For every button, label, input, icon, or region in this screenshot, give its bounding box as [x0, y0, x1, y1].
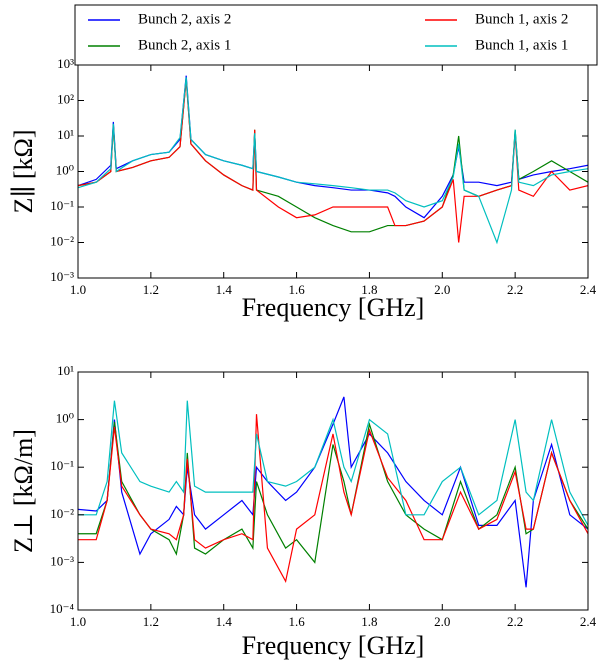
- series-line: [78, 414, 588, 584]
- y-tick-label: 10⁻⁴: [50, 601, 75, 616]
- series-line: [78, 400, 588, 526]
- legend-label: Bunch 2, axis 2: [138, 11, 231, 27]
- y-tick-label: 10³: [57, 56, 74, 71]
- x-tick-label: 2.0: [434, 614, 450, 629]
- y-tick-label: 10¹: [57, 363, 74, 378]
- y-tick-label: 10⁰: [56, 162, 74, 177]
- y-tick-label: 10⁻²: [50, 233, 74, 248]
- x-tick-label: 1.4: [216, 282, 233, 297]
- series-line: [78, 77, 588, 245]
- legend-box: [74, 4, 598, 66]
- plot-frame: [77, 371, 589, 611]
- series-line: [78, 79, 588, 243]
- y-axis-label: Z⊥ [kΩ/m]: [9, 429, 38, 553]
- x-axis-label: Frequency [GHz]: [242, 293, 425, 322]
- x-tick-label: 1.2: [143, 282, 159, 297]
- y-tick-label: 10⁻³: [50, 269, 74, 284]
- y-tick-label: 10¹: [57, 127, 74, 142]
- y-tick-label: 10⁻¹: [50, 458, 74, 473]
- x-tick-label: 1.0: [70, 282, 86, 297]
- x-axis-label: Frequency [GHz]: [242, 631, 425, 660]
- y-tick-label: 10⁻¹: [50, 198, 74, 213]
- x-tick-label: 1.0: [70, 614, 86, 629]
- legend-label: Bunch 2, axis 1: [138, 37, 231, 53]
- series-line: [78, 421, 588, 564]
- y-tick-label: 10⁰: [56, 411, 74, 426]
- plot-frame: [77, 64, 589, 279]
- x-tick-label: 2.4: [580, 282, 597, 297]
- x-tick-label: 2.4: [580, 614, 597, 629]
- series-line: [78, 396, 588, 588]
- y-tick-label: 10⁻²: [50, 506, 74, 521]
- x-tick-label: 1.2: [143, 614, 159, 629]
- y-tick-label: 10⁻³: [50, 553, 74, 568]
- y-axis-label: Z∥ [kΩ]: [9, 129, 38, 213]
- x-tick-label: 2.2: [507, 282, 523, 297]
- series-line: [78, 79, 588, 233]
- y-tick-label: 10²: [57, 91, 74, 106]
- legend-label: Bunch 1, axis 1: [475, 37, 568, 53]
- x-tick-label: 1.8: [361, 614, 377, 629]
- x-tick-label: 2.2: [507, 614, 523, 629]
- x-tick-label: 2.0: [434, 282, 450, 297]
- legend-label: Bunch 1, axis 2: [475, 11, 568, 27]
- x-tick-label: 1.8: [361, 282, 377, 297]
- series-line: [78, 75, 588, 219]
- x-tick-label: 1.6: [288, 282, 305, 297]
- x-tick-label: 1.6: [288, 614, 305, 629]
- x-tick-label: 1.4: [216, 614, 233, 629]
